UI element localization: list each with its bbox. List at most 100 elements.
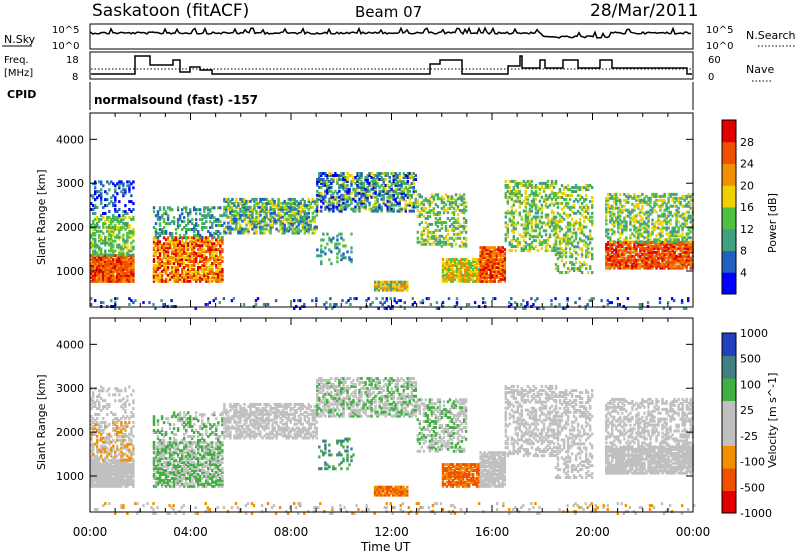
heatmap-cell bbox=[187, 228, 190, 231]
heatmap-cell bbox=[305, 227, 308, 231]
heatmap-cell bbox=[643, 246, 646, 250]
heatmap-cell bbox=[336, 174, 339, 177]
heatmap-cell bbox=[247, 229, 250, 233]
heatmap-cell bbox=[530, 179, 534, 183]
heatmap-cell bbox=[207, 208, 210, 212]
heatmap-cell bbox=[231, 205, 234, 209]
heatmap-cell bbox=[185, 240, 188, 244]
heatmap-cell bbox=[568, 227, 572, 231]
heatmap-cell bbox=[174, 246, 178, 250]
heatmap-cell bbox=[104, 249, 107, 253]
heatmap-cell bbox=[641, 240, 644, 244]
heatmap-cell bbox=[168, 233, 172, 237]
heatmap-cell bbox=[130, 264, 133, 267]
heatmap-cell bbox=[506, 199, 509, 203]
heatmap-cell bbox=[452, 232, 456, 236]
heatmap-cell bbox=[176, 238, 180, 242]
heatmap-cell bbox=[627, 246, 630, 250]
heatmap-cell bbox=[152, 275, 156, 279]
heatmap-cell bbox=[489, 260, 492, 263]
heatmap-cell bbox=[479, 262, 482, 265]
heatmap-cell bbox=[207, 269, 210, 273]
heatmap-cell bbox=[320, 185, 323, 189]
heatmap-cell bbox=[281, 227, 284, 231]
heatmap-cell bbox=[485, 279, 488, 283]
heatmap-cell bbox=[558, 217, 562, 221]
heatmap-cell bbox=[356, 191, 359, 195]
heatmap-cell bbox=[591, 203, 594, 207]
heatmap-cell bbox=[118, 225, 121, 229]
heatmap-cell bbox=[493, 271, 496, 275]
heatmap-cell bbox=[227, 207, 230, 211]
heatmap-cell bbox=[340, 193, 343, 197]
heatmap-cell bbox=[92, 267, 95, 271]
heatmap-cell bbox=[207, 267, 210, 271]
heatmap-cell bbox=[330, 207, 333, 211]
heatmap-cell bbox=[156, 273, 160, 277]
heatmap-cell bbox=[255, 223, 258, 227]
heatmap-cell bbox=[164, 212, 168, 216]
heatmap-cell bbox=[243, 227, 246, 231]
heatmap-cell bbox=[265, 207, 268, 211]
heatmap-cell bbox=[366, 179, 369, 183]
heatmap-cell bbox=[263, 209, 266, 213]
heatmap-cell bbox=[108, 269, 111, 273]
heatmap-cell bbox=[229, 215, 232, 219]
heatmap-cell bbox=[623, 262, 626, 266]
heatmap-cell bbox=[562, 265, 566, 269]
heatmap-cell bbox=[277, 207, 280, 211]
heatmap-cell bbox=[485, 269, 488, 273]
heatmap-cell bbox=[566, 227, 570, 231]
heatmap-cell bbox=[459, 273, 463, 277]
heatmap-cell bbox=[245, 213, 248, 217]
heatmap-cell bbox=[334, 195, 337, 199]
heatmap-cell bbox=[112, 233, 115, 237]
heatmap-cell bbox=[514, 183, 517, 187]
heatmap-cell bbox=[481, 252, 484, 256]
heatmap-cell bbox=[454, 226, 458, 230]
heatmap-cell bbox=[485, 256, 488, 260]
heatmap-cell bbox=[483, 271, 486, 275]
heatmap-cell bbox=[450, 201, 454, 205]
heatmap-cell bbox=[436, 242, 440, 246]
heatmap-cell bbox=[392, 209, 395, 213]
heatmap-cell bbox=[219, 206, 222, 210]
heatmap-cell bbox=[532, 199, 536, 203]
heatmap-cell bbox=[408, 185, 411, 189]
heatmap-cell bbox=[499, 260, 502, 263]
heatmap-cell bbox=[540, 181, 544, 185]
heatmap-cell bbox=[207, 279, 210, 283]
heatmap-cell bbox=[493, 254, 496, 258]
heatmap-cell bbox=[211, 244, 214, 248]
heatmap-cell bbox=[471, 258, 475, 262]
heatmap-cell bbox=[645, 258, 648, 262]
heatmap-cell bbox=[520, 201, 523, 205]
heatmap-cell bbox=[508, 241, 511, 245]
heatmap-cell bbox=[303, 231, 306, 235]
heatmap-cell bbox=[277, 229, 280, 233]
heatmap-cell bbox=[613, 260, 616, 264]
heatmap-cell bbox=[457, 271, 461, 275]
heatmap-cell bbox=[342, 183, 345, 187]
heatmap-cell bbox=[189, 256, 192, 260]
heatmap-cell bbox=[406, 288, 409, 292]
heatmap-cell bbox=[445, 279, 449, 283]
heatmap-cell bbox=[548, 195, 552, 199]
heatmap-cell bbox=[518, 199, 521, 203]
heatmap-cell bbox=[96, 256, 99, 260]
heatmap-cell bbox=[162, 231, 166, 235]
heatmap-cell bbox=[430, 193, 434, 197]
heatmap-cell bbox=[346, 172, 349, 175]
heatmap-cell bbox=[382, 280, 385, 284]
heatmap-cell bbox=[623, 256, 626, 260]
heatmap-cell bbox=[485, 267, 488, 271]
heatmap-cell bbox=[122, 184, 125, 188]
heatmap-cell bbox=[420, 207, 423, 211]
heatmap-cell bbox=[203, 240, 206, 244]
heatmap-cell bbox=[442, 211, 446, 215]
heatmap-cell bbox=[448, 195, 452, 199]
heatmap-cell bbox=[485, 262, 488, 265]
heatmap-cell bbox=[118, 200, 121, 204]
heatmap-cell bbox=[342, 185, 345, 189]
